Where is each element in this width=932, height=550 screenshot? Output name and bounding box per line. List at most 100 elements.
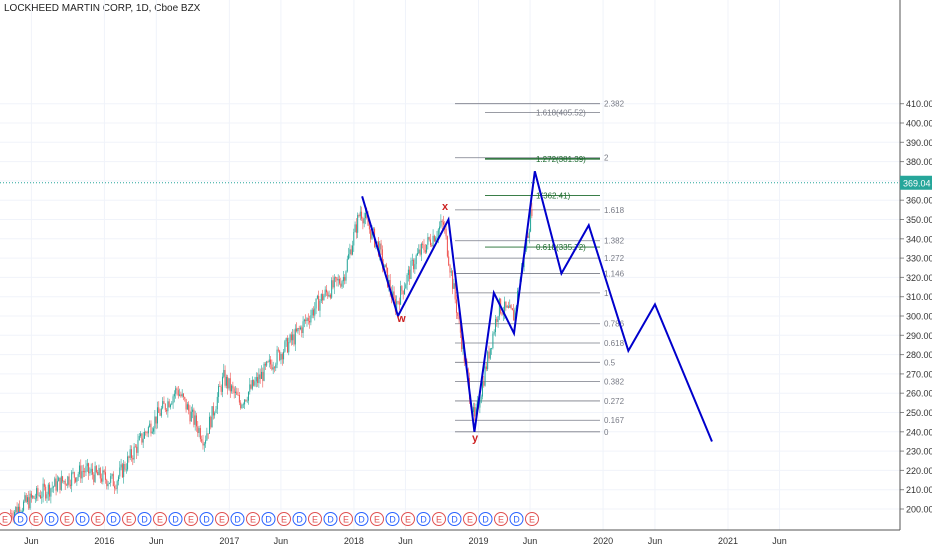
earnings-marker-icon[interactable] [29, 512, 43, 526]
candle-body [403, 288, 405, 294]
fib-level-label: 0.167 [604, 416, 625, 425]
fib-extension[interactable]: 1.618(405.52) 1.272(381.39) 1(362.41) 0.618… [485, 108, 600, 252]
dividend-marker-icon[interactable] [416, 512, 431, 526]
candle-body [15, 506, 17, 512]
candle-body [397, 301, 399, 303]
candle-body [472, 407, 474, 413]
earnings-marker-icon[interactable] [277, 512, 291, 526]
candle-body [199, 428, 201, 440]
candle-body [65, 484, 67, 486]
earnings-marker-icon[interactable] [0, 512, 12, 526]
dividend-marker-icon[interactable] [323, 512, 338, 526]
dividend-marker-icon[interactable] [168, 512, 183, 526]
candle-body [212, 406, 214, 416]
candle-body [215, 409, 217, 414]
candle-body [164, 403, 166, 410]
marker-letter: E [219, 515, 225, 525]
candle-body [475, 407, 477, 417]
dividend-marker-icon[interactable] [385, 512, 400, 526]
marker-letter: D [234, 515, 241, 525]
candle-body [322, 294, 324, 301]
candle-body [228, 378, 230, 389]
earnings-marker-icon[interactable] [339, 512, 353, 526]
candle-body [154, 416, 156, 429]
candle-body [30, 493, 32, 498]
candle-body [11, 513, 13, 517]
earnings-marker-icon[interactable] [60, 512, 74, 526]
dividend-marker-icon[interactable] [509, 512, 524, 526]
candle-body [195, 415, 197, 427]
marker-letter: E [157, 515, 163, 525]
candle-body [95, 466, 97, 473]
dividend-marker-icon[interactable] [478, 512, 493, 526]
candle-body [167, 401, 169, 412]
dividend-marker-icon[interactable] [106, 512, 121, 526]
earnings-marker-icon[interactable] [370, 512, 384, 526]
candle-body [428, 237, 430, 240]
candle-body [309, 320, 311, 323]
candle-body [247, 391, 249, 401]
candle-body [246, 400, 248, 402]
x-tick-label: Jun [398, 536, 413, 546]
dividend-marker-icon[interactable] [44, 512, 59, 526]
dividend-marker-icon[interactable] [199, 512, 214, 526]
candle-body [175, 388, 177, 394]
earnings-marker-icon[interactable] [215, 512, 229, 526]
candle-body [233, 388, 235, 393]
marker-letter: E [95, 515, 101, 525]
candle-body [115, 488, 117, 490]
candle-body [259, 374, 261, 379]
candle-body [232, 385, 234, 389]
dividend-marker-icon[interactable] [230, 512, 245, 526]
earnings-marker-icon[interactable] [494, 512, 508, 526]
marker-letter: D [141, 515, 148, 525]
x-tick-label: Jun [149, 536, 164, 546]
candle-body [362, 218, 364, 224]
y-tick-label: 310.00 [906, 292, 932, 302]
dividend-marker-icon[interactable] [354, 512, 369, 526]
dividend-marker-icon[interactable] [13, 512, 28, 526]
dividend-marker-icon[interactable] [75, 512, 90, 526]
candle-body [197, 426, 199, 434]
dividend-marker-icon[interactable] [447, 512, 462, 526]
candle-body [357, 215, 359, 233]
y-tick-label: 280.00 [906, 350, 932, 360]
candle-body [163, 401, 165, 404]
x-tick-label: Jun [648, 536, 663, 546]
marker-letter: E [2, 515, 8, 525]
dividend-marker-icon[interactable] [261, 512, 276, 526]
marker-letter: D [17, 515, 24, 525]
candle-body [106, 479, 108, 487]
earnings-marker-icon[interactable] [153, 512, 167, 526]
earnings-marker-icon[interactable] [91, 512, 105, 526]
earnings-marker-icon[interactable] [246, 512, 260, 526]
candle-body [298, 328, 300, 330]
candle-body [245, 399, 247, 401]
earnings-marker-icon[interactable] [432, 512, 446, 526]
x-tick-label: 2018 [344, 536, 364, 546]
candle-body [511, 308, 513, 311]
candle-body [310, 315, 312, 323]
dividend-marker-icon[interactable] [137, 512, 152, 526]
candle-body [367, 217, 369, 226]
candle-body [10, 512, 12, 514]
earnings-marker-icon[interactable] [401, 512, 415, 526]
candle-body [137, 440, 139, 453]
candle-body [346, 259, 348, 272]
dividend-marker-icon[interactable] [292, 512, 307, 526]
earnings-marker-icon[interactable] [184, 512, 198, 526]
wave-projection-line[interactable] [361, 170, 713, 442]
candle-body [294, 328, 296, 345]
candle-body [427, 237, 429, 245]
fib-level-label: 0.618 [604, 339, 625, 348]
earnings-marker-icon[interactable] [122, 512, 136, 526]
earnings-marker-icon[interactable] [463, 512, 477, 526]
marker-letter: D [203, 515, 210, 525]
y-tick-label: 320.00 [906, 273, 932, 283]
candle-body [331, 280, 333, 298]
candle-body [255, 377, 257, 382]
earnings-marker-icon[interactable] [308, 512, 322, 526]
candle-body [424, 250, 426, 253]
earnings-marker-icon[interactable] [525, 512, 539, 526]
